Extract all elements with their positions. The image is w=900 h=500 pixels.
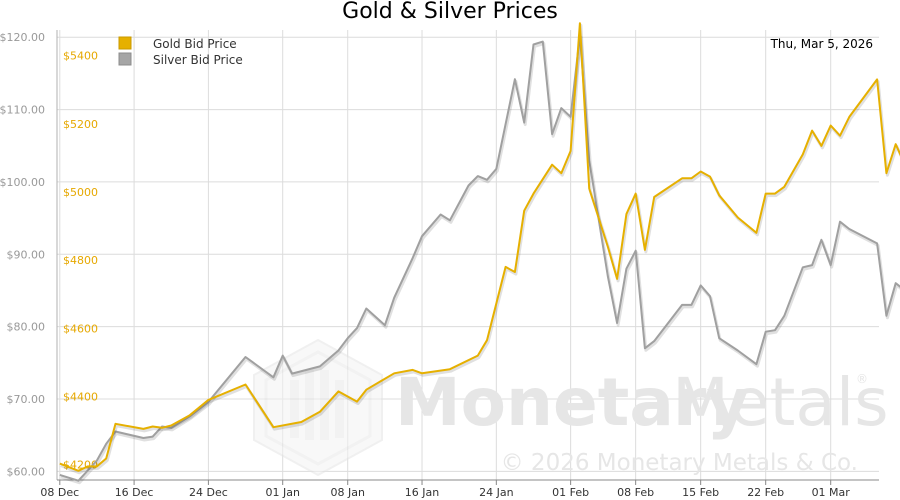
watermark-copyright: © 2026 Monetary Metals & Co. [501,450,858,476]
x-tick-label: 24 Dec [189,486,228,499]
y-tick-label-right: $5200 [63,118,98,131]
legend-silver-swatch [118,52,132,66]
x-tick-label: 16 Dec [115,486,154,499]
y-tick-label-left: $90.00 [7,248,46,261]
series-layer [59,22,900,485]
y-tick-label-left: $70.00 [7,393,46,406]
silver-series-shadow [60,35,900,485]
y-tick-label-left: $110.00 [0,104,45,117]
y-tick-label-right: $4800 [63,254,98,267]
legend-gold-label: Gold Bid Price [153,37,237,51]
watermark-logo-icon [253,338,383,477]
x-tick-label: 08 Dec [40,486,79,499]
x-tick-label: 15 Feb [682,486,719,499]
watermark-brand-left: Monetary [395,364,749,441]
gold-series-line [59,22,900,472]
x-tick-label: 08 Feb [617,486,654,499]
legend: Gold Bid Price Silver Bid Price [118,36,243,67]
y-tick-label-left: $80.00 [7,321,46,334]
x-tick-label: 01 Feb [552,486,589,499]
x-tick-label: 22 Feb [747,486,784,499]
watermark-brand-right: Metals [672,364,889,441]
legend-gold-swatch [118,36,132,50]
y-tick-label-right: $5400 [63,50,98,63]
plot-area [57,30,879,480]
x-tick-label: 16 Jan [405,486,439,499]
watermark-registered: ® [856,372,868,386]
x-tick-label: 01 Mar [812,486,851,499]
silver-series-line [59,34,900,482]
legend-silver-label: Silver Bid Price [153,53,243,67]
chart-date: Thu, Mar 5, 2026 [770,37,873,51]
x-tick-label: 01 Jan [265,486,299,499]
y-tick-label-right: $4600 [63,322,98,335]
y-tick-label-left: $120.00 [0,31,45,44]
y-tick-label-left: $100.00 [0,176,45,189]
y-tick-label-right: $4400 [63,390,98,403]
y-tick-label-right: $5000 [63,186,98,199]
chart-title: Gold & Silver Prices [342,0,558,24]
watermark: Monetary Metals ® © 2026 Monetary Metals… [253,338,889,477]
x-tick-label: 08 Jan [330,486,364,499]
x-tick-label: 24 Jan [479,486,513,499]
y-tick-label-left: $60.00 [7,465,46,478]
